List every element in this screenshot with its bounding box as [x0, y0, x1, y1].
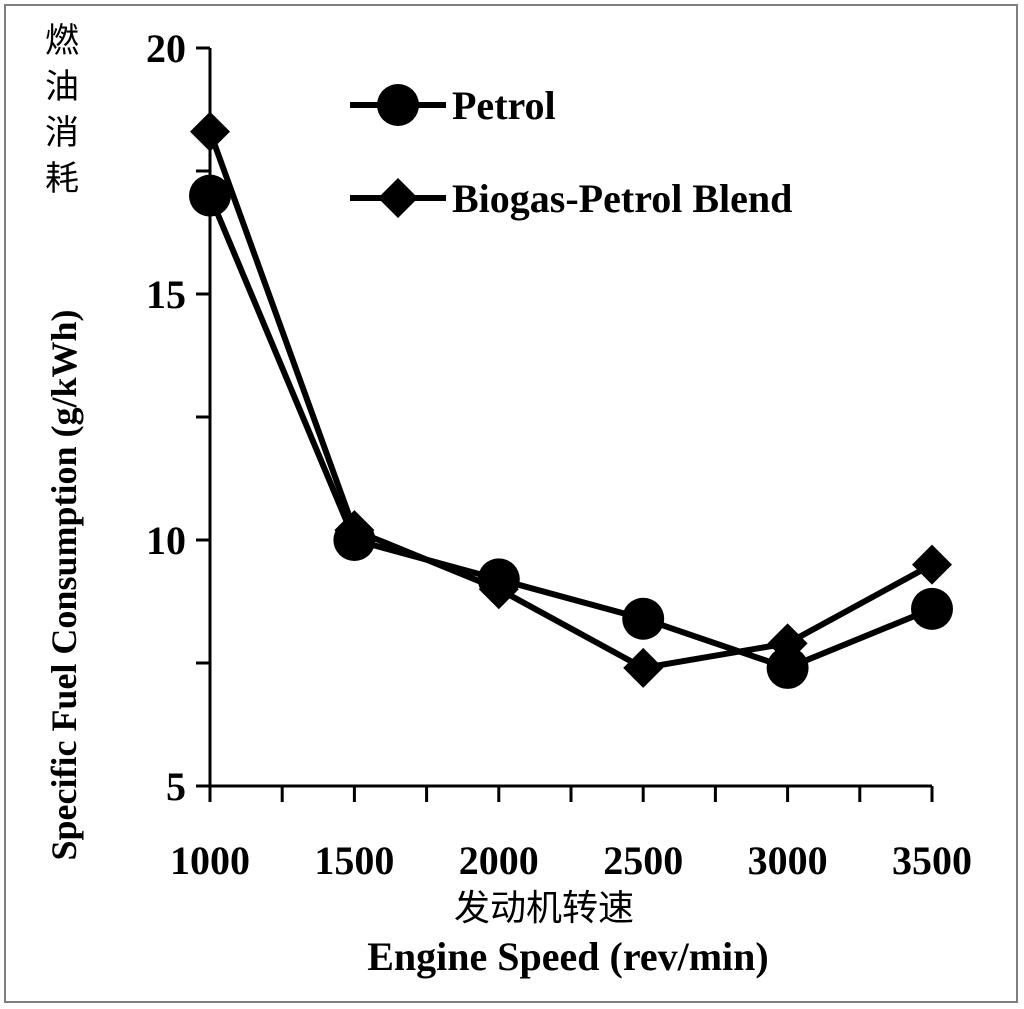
data-point [190, 111, 230, 152]
data-point [767, 623, 808, 664]
x-tick-label: 1500 [314, 838, 394, 883]
series-petrol [189, 174, 953, 689]
data-point [766, 646, 809, 689]
data-point [911, 587, 953, 630]
axes: 5 10 15 20 1000 1500 2000 2500 3000 3500 [146, 26, 972, 883]
x-axis-title-cn: 发动机转速 [454, 888, 634, 929]
series-biogas-petrol-blend [190, 111, 952, 688]
x-tick-label: 1000 [170, 838, 250, 883]
y-axis-title: Specific Fuel Consumption (g/kWh) [44, 309, 84, 860]
data-point [623, 647, 664, 688]
y-tick-label: 15 [146, 272, 186, 317]
x-tick-label: 3500 [892, 838, 972, 883]
data-point [189, 174, 231, 217]
series-layer [189, 111, 953, 689]
x-axis-title: Engine Speed (rev/min) [367, 934, 769, 979]
y-tick-label: 10 [146, 518, 186, 563]
y-axis-title-cn-line-3: 消 [45, 113, 79, 153]
legend-marker [378, 178, 418, 218]
data-point [334, 510, 375, 551]
x-tick-label: 2500 [603, 838, 683, 883]
y-tick-label: 20 [146, 26, 186, 71]
legend-marker [377, 84, 419, 126]
x-tick-label: 3000 [748, 838, 828, 883]
series-line [207, 130, 934, 671]
legend-label: Petrol [452, 83, 556, 128]
data-point [478, 569, 519, 610]
data-point [622, 597, 665, 640]
legend: Petrol Biogas-Petrol Blend [350, 83, 792, 221]
chart-frame [4, 4, 1018, 1003]
y-tick-label: 5 [166, 764, 186, 809]
y-axis-title-cn-line-2: 油 [45, 67, 79, 107]
y-axis-title-cn-line-1: 燃 [45, 21, 79, 61]
series-line [207, 194, 934, 671]
legend-label: Biogas-Petrol Blend [452, 176, 792, 221]
data-point [912, 544, 952, 585]
y-axis-title-cn-line-4: 耗 [45, 159, 79, 199]
x-tick-label: 2000 [459, 838, 539, 883]
